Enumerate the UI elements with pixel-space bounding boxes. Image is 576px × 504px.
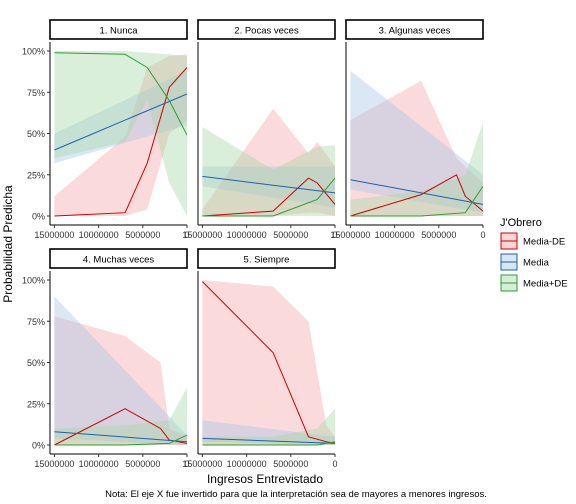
panel-strip <box>345 19 484 40</box>
ribbon-media-de <box>350 80 483 216</box>
x-tick-label: 0 <box>332 230 337 240</box>
x-tick-label: 0 <box>332 459 337 469</box>
line-media-de <box>350 186 483 217</box>
legend: J'Obrero Media-DE Media Media+DE <box>500 217 568 292</box>
line-media <box>202 437 335 444</box>
line-media-de <box>202 177 335 217</box>
y-tick-label: 50% <box>27 129 45 139</box>
line-media <box>350 179 483 205</box>
ribbon-media <box>54 296 187 445</box>
legend-title: J'Obrero <box>500 217 542 229</box>
panel-strip <box>197 248 336 269</box>
line-media-de <box>54 67 187 217</box>
panel-plot-area <box>202 108 335 217</box>
y-axis-title: Probabilidad Predicha <box>1 185 15 303</box>
legend-item: Media-DE <box>500 232 565 250</box>
panel-strip <box>197 19 336 40</box>
panel-5: 5. Siempre 15000000 10000000 5000000 0 <box>182 248 338 469</box>
panel-strip-label: 5. Siempre <box>244 255 290 266</box>
y-tick-label: 75% <box>27 88 45 98</box>
y-tick-label: 50% <box>27 358 45 368</box>
y-tick-label: 0% <box>32 212 45 222</box>
panel-plot-area <box>202 280 335 446</box>
line-media-de <box>350 174 483 217</box>
ribbon-media-de <box>54 54 187 216</box>
x-tick-label: 0 <box>184 230 189 240</box>
x-tick-label: 15000000 <box>330 230 370 240</box>
x-tick-label: 5000000 <box>273 459 308 469</box>
legend-label: Media-DE <box>523 237 565 248</box>
x-tick-label: 10000000 <box>79 459 119 469</box>
x-tick-label: 10000000 <box>227 230 267 240</box>
y-tick-label: 25% <box>27 399 45 409</box>
panel-strip <box>49 19 188 40</box>
x-tick-label: 15000000 <box>34 459 74 469</box>
x-tick-label: 5000000 <box>273 230 308 240</box>
x-tick-label: 15000000 <box>182 230 222 240</box>
panel-strip-label: 4. Muchas veces <box>83 255 155 266</box>
x-axis-title: Ingresos Entrevistado <box>207 472 323 486</box>
ribbon-media-de <box>350 122 483 216</box>
x-tick-label: 15000000 <box>182 459 222 469</box>
x-tick-label: 10000000 <box>227 459 267 469</box>
y-tick-label: 0% <box>32 441 45 451</box>
x-tick-label: 5000000 <box>125 459 160 469</box>
panel-strip-label: 3. Algunas veces <box>379 26 451 37</box>
x-tick-label: 5000000 <box>125 230 160 240</box>
ribbon-media <box>202 166 335 208</box>
y-tick-label: 75% <box>27 317 45 327</box>
panel-plot-area <box>54 51 187 217</box>
line-media-de <box>54 52 187 136</box>
panel-plot-area <box>350 70 483 217</box>
y-tick-label: 100% <box>22 47 45 57</box>
x-tick-label: 5000000 <box>421 230 456 240</box>
line-media <box>54 431 187 443</box>
line-media-de <box>202 281 335 444</box>
ribbon-media <box>202 420 335 445</box>
line-media-de <box>202 177 335 217</box>
x-tick-label: 0 <box>480 230 485 240</box>
panel-3: 3. Algunas veces 15000000 10000000 5000000 0 <box>330 19 486 240</box>
panel-1: 1. Nunca 0% 25% 50% 75% 100% 15000000 10000000 5… <box>22 19 190 240</box>
ribbon-media-de <box>54 316 187 445</box>
panel-2: 2. Pocas veces 15000000 10000000 5000000 0 <box>182 19 338 240</box>
line-media <box>202 175 335 194</box>
line-media <box>54 93 187 151</box>
panel-strip-label: 2. Pocas veces <box>234 26 299 37</box>
caption-note: Nota: El eje X fue invertido para que la… <box>105 489 487 500</box>
panel-4: 4. Muchas veces 0% 25% 50% 75% 100% 15000000 10… <box>22 248 190 469</box>
legend-items: Media-DE Media Media+DE <box>500 232 568 292</box>
ribbon-media-de <box>202 126 335 216</box>
x-tick-label: 10000000 <box>375 230 415 240</box>
ribbon-media-de <box>54 387 187 445</box>
line-media-de <box>202 441 335 446</box>
panel-plot-area <box>54 296 187 446</box>
x-tick-label: 0 <box>184 459 189 469</box>
ribbon-media-de <box>54 51 187 216</box>
legend-item: Media <box>500 253 550 271</box>
ribbon-media <box>350 70 483 213</box>
line-media-de <box>54 434 187 446</box>
y-tick-label: 25% <box>27 170 45 180</box>
legend-item: Media+DE <box>500 274 568 292</box>
legend-label: Media+DE <box>523 279 568 290</box>
panel-strip-label: 1. Nunca <box>99 26 138 37</box>
ribbon-media-de <box>202 408 335 445</box>
legend-label: Media <box>523 258 550 269</box>
y-tick-label: 100% <box>22 276 45 286</box>
x-tick-label: 15000000 <box>34 230 74 240</box>
ribbon-media <box>54 70 187 164</box>
x-tick-label: 10000000 <box>79 230 119 240</box>
ribbon-media-de <box>202 280 335 445</box>
panel-strip <box>49 248 188 269</box>
